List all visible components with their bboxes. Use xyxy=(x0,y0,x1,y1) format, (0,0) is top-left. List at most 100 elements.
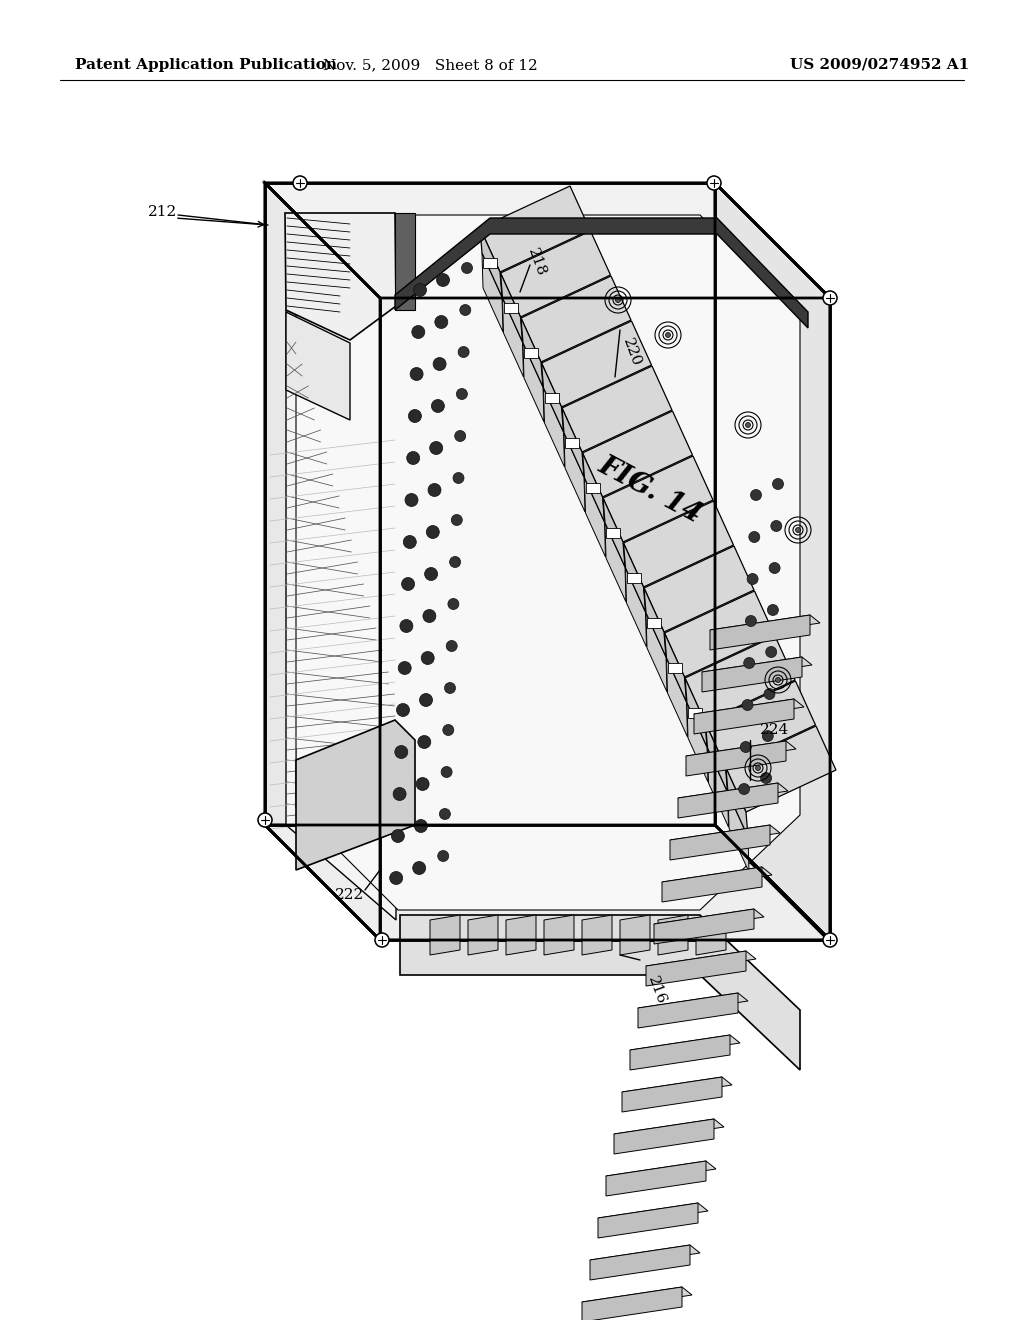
Circle shape xyxy=(823,290,837,305)
Polygon shape xyxy=(726,768,748,837)
Polygon shape xyxy=(268,450,398,825)
Circle shape xyxy=(423,610,436,623)
Polygon shape xyxy=(624,502,733,587)
Text: Nov. 5, 2009   Sheet 8 of 12: Nov. 5, 2009 Sheet 8 of 12 xyxy=(323,58,538,73)
Polygon shape xyxy=(614,1119,714,1154)
Circle shape xyxy=(433,358,446,371)
Polygon shape xyxy=(482,253,503,333)
Circle shape xyxy=(707,176,721,190)
Circle shape xyxy=(430,441,442,454)
Polygon shape xyxy=(480,186,590,272)
Text: US 2009/0274952 A1: US 2009/0274952 A1 xyxy=(790,58,970,73)
Polygon shape xyxy=(678,783,788,807)
Bar xyxy=(729,797,743,808)
Circle shape xyxy=(441,767,453,777)
Polygon shape xyxy=(506,915,536,954)
Bar xyxy=(606,528,620,537)
Text: 220: 220 xyxy=(620,335,643,368)
Circle shape xyxy=(421,652,434,664)
Circle shape xyxy=(771,520,781,532)
Polygon shape xyxy=(686,741,786,776)
Circle shape xyxy=(455,430,466,441)
Circle shape xyxy=(615,297,621,302)
Polygon shape xyxy=(665,591,774,677)
Polygon shape xyxy=(585,478,605,557)
Polygon shape xyxy=(644,587,666,657)
Circle shape xyxy=(294,177,306,190)
Circle shape xyxy=(775,677,780,682)
Circle shape xyxy=(436,273,450,286)
Polygon shape xyxy=(296,719,415,870)
Polygon shape xyxy=(582,1287,692,1309)
Polygon shape xyxy=(285,213,396,341)
Bar xyxy=(524,347,538,358)
Circle shape xyxy=(666,333,671,338)
Circle shape xyxy=(258,813,271,826)
Polygon shape xyxy=(590,1245,690,1280)
Polygon shape xyxy=(562,366,672,451)
Circle shape xyxy=(431,400,444,412)
Circle shape xyxy=(396,704,410,717)
Circle shape xyxy=(444,682,456,693)
Polygon shape xyxy=(501,231,610,317)
Circle shape xyxy=(738,784,750,795)
Polygon shape xyxy=(603,455,713,543)
Bar xyxy=(688,708,702,718)
Polygon shape xyxy=(430,915,460,954)
Circle shape xyxy=(398,661,412,675)
Text: 222: 222 xyxy=(335,888,365,902)
Polygon shape xyxy=(598,1203,708,1226)
Polygon shape xyxy=(286,310,396,920)
Polygon shape xyxy=(622,1077,732,1100)
Polygon shape xyxy=(715,183,830,940)
Polygon shape xyxy=(710,615,810,649)
Circle shape xyxy=(450,557,461,568)
Polygon shape xyxy=(638,993,738,1028)
Polygon shape xyxy=(687,704,708,781)
Bar xyxy=(627,573,640,582)
Circle shape xyxy=(457,388,467,400)
Polygon shape xyxy=(605,523,626,602)
Circle shape xyxy=(393,788,407,800)
Polygon shape xyxy=(708,748,728,828)
Polygon shape xyxy=(296,215,800,909)
Polygon shape xyxy=(603,498,625,568)
Bar xyxy=(565,437,579,447)
Circle shape xyxy=(395,746,408,759)
Polygon shape xyxy=(620,915,650,954)
Circle shape xyxy=(740,742,752,752)
Circle shape xyxy=(823,933,837,946)
Polygon shape xyxy=(523,343,544,422)
Circle shape xyxy=(391,829,404,842)
Polygon shape xyxy=(562,408,584,477)
Polygon shape xyxy=(501,273,522,342)
Polygon shape xyxy=(630,1035,740,1059)
Polygon shape xyxy=(395,218,808,327)
Text: Patent Application Publication: Patent Application Publication xyxy=(75,58,337,73)
Circle shape xyxy=(376,933,388,946)
Circle shape xyxy=(414,284,427,297)
Circle shape xyxy=(748,573,758,585)
Bar xyxy=(586,483,599,492)
Circle shape xyxy=(446,640,457,652)
Polygon shape xyxy=(582,915,612,954)
Circle shape xyxy=(428,483,441,496)
Circle shape xyxy=(761,772,772,784)
Polygon shape xyxy=(544,915,574,954)
Polygon shape xyxy=(542,321,651,407)
Polygon shape xyxy=(662,867,772,890)
Polygon shape xyxy=(686,741,796,764)
Text: 218: 218 xyxy=(525,246,548,279)
Circle shape xyxy=(745,615,757,627)
Circle shape xyxy=(462,263,472,273)
Polygon shape xyxy=(667,657,687,737)
Polygon shape xyxy=(582,1287,682,1320)
Polygon shape xyxy=(583,453,604,521)
Polygon shape xyxy=(694,700,804,722)
Circle shape xyxy=(708,177,721,190)
Polygon shape xyxy=(503,298,523,378)
Polygon shape xyxy=(626,568,646,647)
Bar xyxy=(647,618,662,627)
Circle shape xyxy=(406,494,418,507)
Circle shape xyxy=(409,409,422,422)
